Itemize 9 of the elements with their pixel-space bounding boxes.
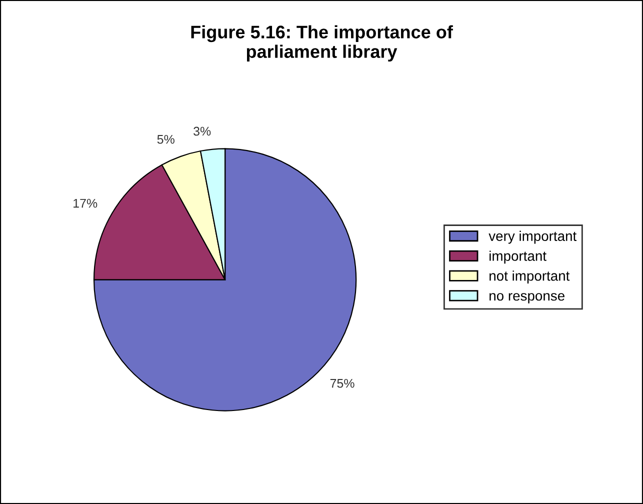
legend-label: very important <box>488 230 577 244</box>
chart-title: Figure 5.16: The importance of parliament library <box>191 25 453 62</box>
data-label: 5% <box>157 134 174 144</box>
data-label: 75% <box>330 378 354 388</box>
legend-label: not important <box>490 270 570 284</box>
legend-label: no response <box>490 293 564 304</box>
data-label: 17% <box>74 198 98 208</box>
data-label: 3% <box>194 126 211 136</box>
legend-label: important <box>490 250 546 264</box>
